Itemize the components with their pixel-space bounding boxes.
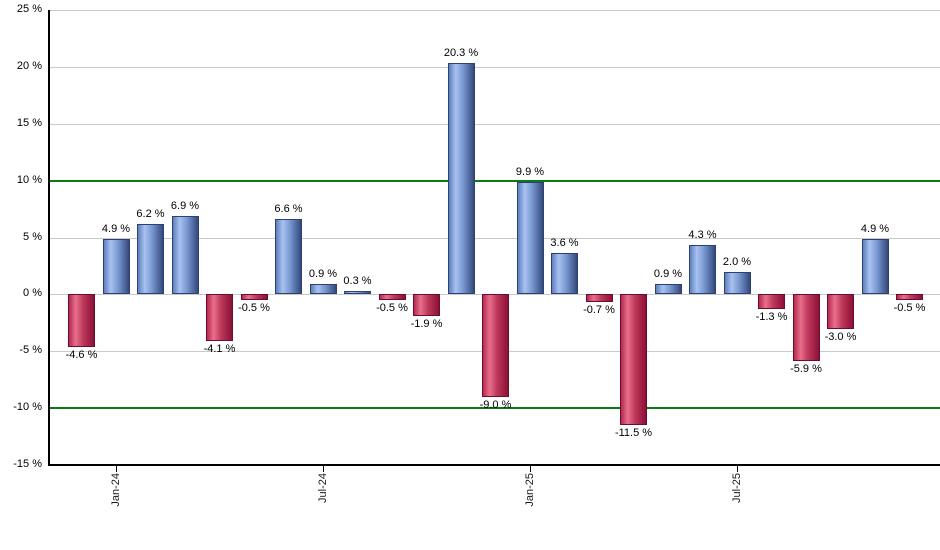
x-axis-tick — [116, 466, 117, 472]
bar-positive — [551, 253, 578, 295]
x-axis-tick-label: Jul-24 — [317, 473, 329, 503]
bar-negative — [585, 294, 613, 303]
gridline — [48, 66, 940, 68]
bar-negative — [792, 294, 820, 362]
y-axis-tick-label: 10 % — [16, 173, 42, 186]
bar-value-label: 4.3 % — [688, 229, 717, 242]
bar-negative — [413, 294, 440, 316]
bar-negative — [206, 294, 233, 341]
bar-value-label: 0.9 % — [653, 268, 683, 281]
threshold-line — [48, 407, 940, 410]
bar-value-label: 20.3 % — [443, 47, 479, 60]
bar-value-label: -0.7 % — [583, 304, 615, 317]
bar-value-label: -0.5 % — [376, 302, 408, 315]
y-axis-tick-label: -15 % — [13, 458, 42, 470]
x-axis-tick — [530, 466, 531, 472]
bar-negative — [378, 294, 406, 301]
bar-value-label: 6.6 % — [274, 203, 303, 216]
x-axis-tick-label: Jan-24 — [110, 473, 122, 507]
bar-value-label: 6.2 % — [136, 207, 165, 220]
bar-negative — [758, 294, 785, 310]
threshold-line — [48, 179, 940, 182]
bar-value-label: -5.9 % — [790, 363, 822, 376]
y-axis-tick-label: 0 % — [23, 287, 42, 300]
bar-positive — [309, 284, 337, 295]
y-axis-tick-label: -10 % — [13, 401, 42, 414]
bar-positive — [344, 290, 371, 295]
bar-value-label: -0.5 % — [893, 302, 926, 315]
bar-value-label: 2.0 % — [722, 255, 752, 268]
bar-value-label: -4.6 % — [65, 348, 98, 361]
bar-positive — [102, 238, 130, 295]
bar-negative — [240, 294, 268, 301]
bar-positive — [137, 223, 164, 295]
bar-negative — [827, 294, 854, 329]
x-axis-tick — [737, 466, 738, 472]
bar-value-label: 6.9 % — [170, 199, 200, 212]
bar-value-label: 4.9 % — [860, 222, 890, 235]
bar-positive — [723, 271, 751, 295]
y-axis-tick-label: 5 % — [23, 230, 42, 243]
bar-negative — [896, 294, 923, 301]
bar-value-label: 9.9 % — [515, 165, 545, 178]
bar-value-label: -11.5 % — [614, 427, 653, 440]
bar-value-label: 3.6 % — [550, 237, 579, 250]
bar-positive — [654, 284, 682, 295]
bar-value-label: -4.1 % — [203, 343, 236, 355]
bar-value-label: -3.0 % — [824, 330, 857, 343]
x-axis-tick-label: Jul-25 — [731, 473, 743, 503]
bar-value-label: -0.5 % — [238, 302, 270, 315]
x-axis-tick-label: Jan-25 — [524, 473, 536, 507]
y-axis-tick-label: 20 % — [16, 59, 42, 72]
gridline — [48, 237, 940, 239]
y-axis-line — [48, 10, 50, 465]
bar-positive — [275, 219, 302, 295]
y-axis-tick-label: 25 % — [16, 3, 42, 15]
y-axis-tick-label: 15 % — [16, 116, 42, 129]
bar-value-label: 0.9 % — [308, 268, 338, 281]
bar-negative — [68, 294, 95, 347]
bar-negative — [482, 294, 509, 397]
bar-positive — [171, 215, 199, 295]
bar-value-label: -1.3 % — [755, 311, 788, 324]
bar-value-label: 0.3 % — [343, 274, 372, 287]
bar-positive — [516, 181, 544, 295]
bar-value-label: -9.0 % — [479, 398, 512, 411]
bar-negative — [620, 294, 647, 426]
y-axis-tick-label: -5 % — [19, 344, 42, 357]
bar-positive — [689, 245, 716, 295]
x-axis-line — [48, 464, 940, 466]
x-axis-tick — [323, 466, 324, 472]
gridline — [48, 123, 940, 125]
bar-value-label: 4.9 % — [101, 222, 131, 235]
bar-positive — [447, 63, 475, 295]
gridline — [48, 10, 940, 11]
bar-value-label: -1.9 % — [410, 317, 443, 330]
bar-positive — [861, 238, 889, 295]
